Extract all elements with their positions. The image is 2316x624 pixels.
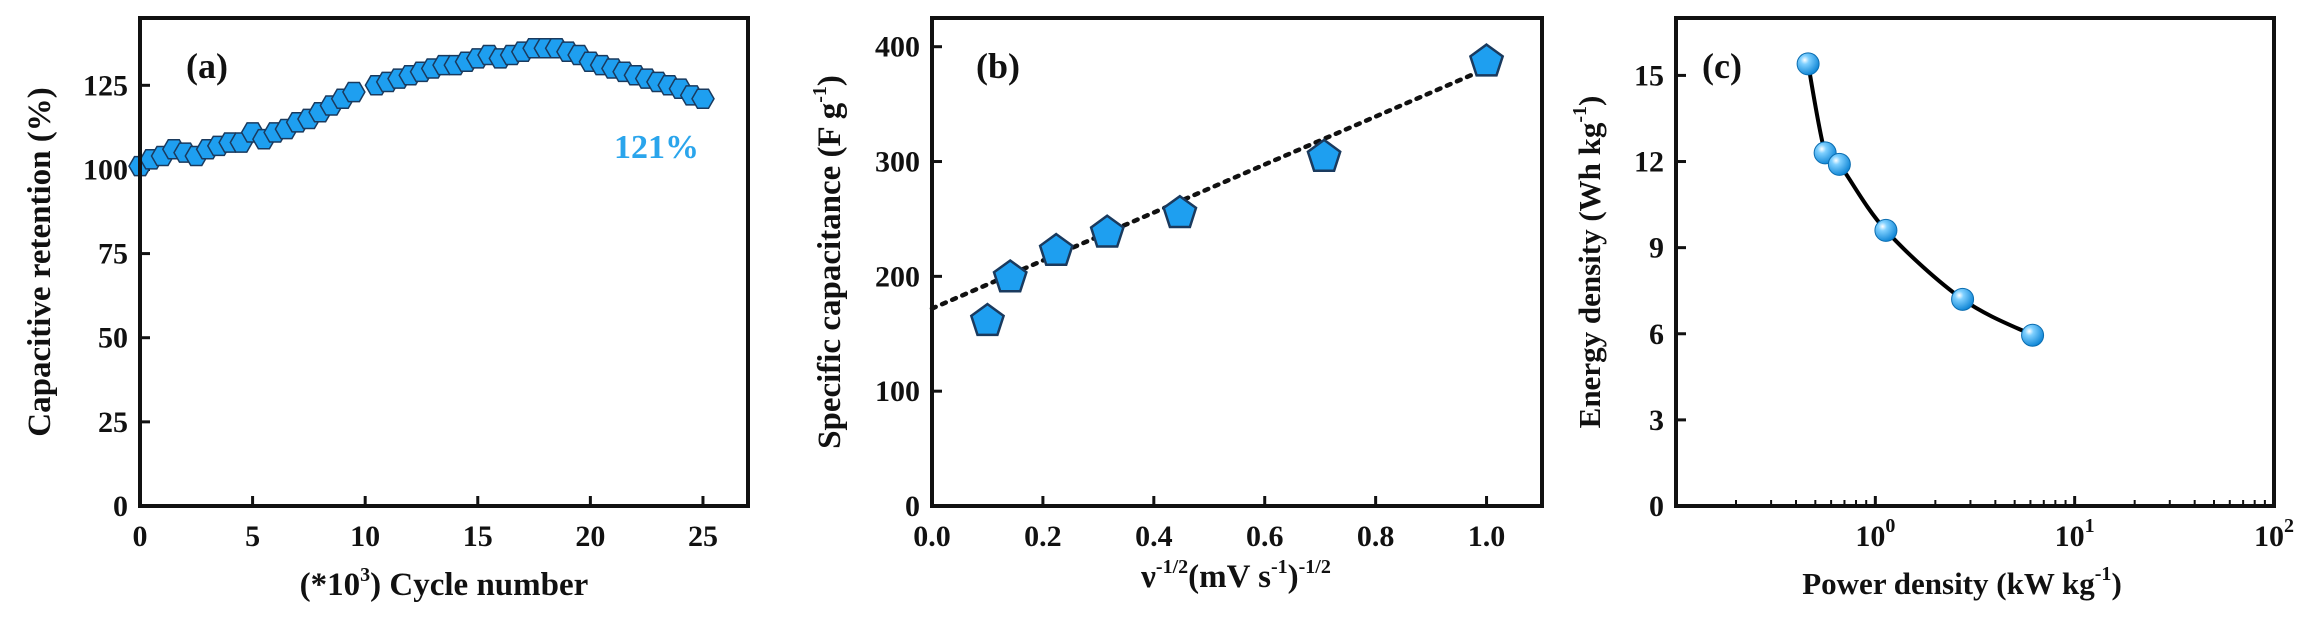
panel-a-label: (a) — [186, 46, 228, 86]
data-point — [1089, 214, 1125, 248]
x-tick-label: 0.2 — [1024, 520, 1062, 553]
panel-a-retention-chart: 0 25 50 75 100 125 0 5 10 15 20 25 (a) 121% (*103) … — [22, 16, 750, 603]
x-tick-label: 0.8 — [1357, 520, 1395, 553]
x-tick-label: 5 — [245, 520, 260, 553]
panel-c-ragone-chart: 0 3 6 9 12 15 100 101 102 (c) Power density (kW … — [1569, 16, 2294, 601]
x-tick-label: 102 — [2254, 515, 2294, 553]
data-point — [1306, 138, 1342, 172]
y-tick-label: 12 — [1634, 146, 1664, 179]
y-tick-label: 400 — [875, 31, 920, 64]
panel-b-frame — [930, 16, 1544, 508]
data-point — [2021, 323, 2045, 347]
panel-b-data-points — [969, 43, 1505, 337]
panel-a-annotation: 121% — [614, 129, 699, 166]
y-tick-label: 200 — [875, 260, 920, 293]
y-tick-label: 75 — [98, 238, 128, 271]
y-tick-label: 125 — [83, 69, 128, 102]
x-tick-label: 15 — [463, 520, 493, 553]
panel-c-curve — [1806, 63, 2034, 337]
panel-b-ticks: 0 100 200 300 400 0.0 0.2 0.4 0.6 0.8 1.0 — [875, 31, 1505, 553]
y-tick-label: 100 — [875, 375, 920, 408]
data-point — [342, 81, 366, 103]
panel-c-ticks: 0 3 6 9 12 15 100 101 102 — [1634, 59, 2294, 553]
panel-c-frame — [1674, 16, 2276, 508]
panel-a-frame — [138, 16, 750, 508]
x-tick-label: 1.0 — [1468, 520, 1506, 553]
panel-a-ylabel: Capacitive retention (%) — [22, 87, 58, 436]
x-tick-label: 0 — [133, 520, 148, 553]
x-tick-label: 25 — [688, 520, 718, 553]
data-point — [1796, 52, 1820, 76]
x-tick-label: 20 — [575, 520, 605, 553]
x-tick-label: 101 — [2055, 515, 2095, 553]
y-tick-label: 100 — [83, 153, 128, 186]
data-point — [691, 88, 715, 110]
panel-c-ylabel: Energy density (Wh kg-1) — [1569, 96, 1607, 429]
y-tick-label: 25 — [98, 406, 128, 439]
panel-b-label: (b) — [976, 46, 1020, 86]
panel-c-label: (c) — [1702, 46, 1742, 86]
y-tick-label: 15 — [1634, 59, 1664, 92]
y-tick-label: 9 — [1649, 232, 1664, 265]
data-point — [1468, 43, 1505, 77]
x-tick-label: 100 — [1855, 515, 1895, 553]
data-point — [1038, 232, 1074, 267]
y-tick-label: 3 — [1649, 404, 1664, 437]
y-tick-label: 6 — [1649, 318, 1664, 351]
y-tick-label: 50 — [98, 322, 128, 355]
y-tick-label: 300 — [875, 146, 920, 179]
data-point — [1874, 218, 1898, 242]
panel-b-ylabel: Specific capacitance (F g-1) — [809, 75, 848, 449]
panel-c-xlabel: Power density (kW kg-1) — [1802, 563, 2122, 601]
x-tick-label: 10 — [350, 520, 380, 553]
panel-a-xlabel: (*103) Cycle number — [300, 564, 589, 603]
data-point — [969, 302, 1006, 337]
panel-b-xlabel: ν-1/2(mV s-1)-1/2 — [1140, 556, 1331, 595]
x-tick-label: 0.0 — [913, 520, 951, 553]
panel-c-data-points — [1796, 52, 2045, 347]
x-tick-label: 0.4 — [1135, 520, 1173, 553]
panel-b-capacitance-chart: 0 100 200 300 400 0.0 0.2 0.4 0.6 0.8 1.0 (b) ν-1/… — [809, 16, 1544, 595]
data-point — [1827, 152, 1851, 176]
data-point — [1162, 194, 1198, 229]
data-point — [992, 258, 1028, 293]
y-tick-label: 0 — [1649, 490, 1664, 523]
y-tick-label: 0 — [905, 490, 920, 523]
y-tick-label: 0 — [113, 490, 128, 523]
data-point — [1951, 287, 1975, 311]
x-tick-label: 0.6 — [1246, 520, 1284, 553]
panel-a-data-points — [128, 38, 715, 177]
panel-b-fit-line — [929, 66, 1489, 311]
